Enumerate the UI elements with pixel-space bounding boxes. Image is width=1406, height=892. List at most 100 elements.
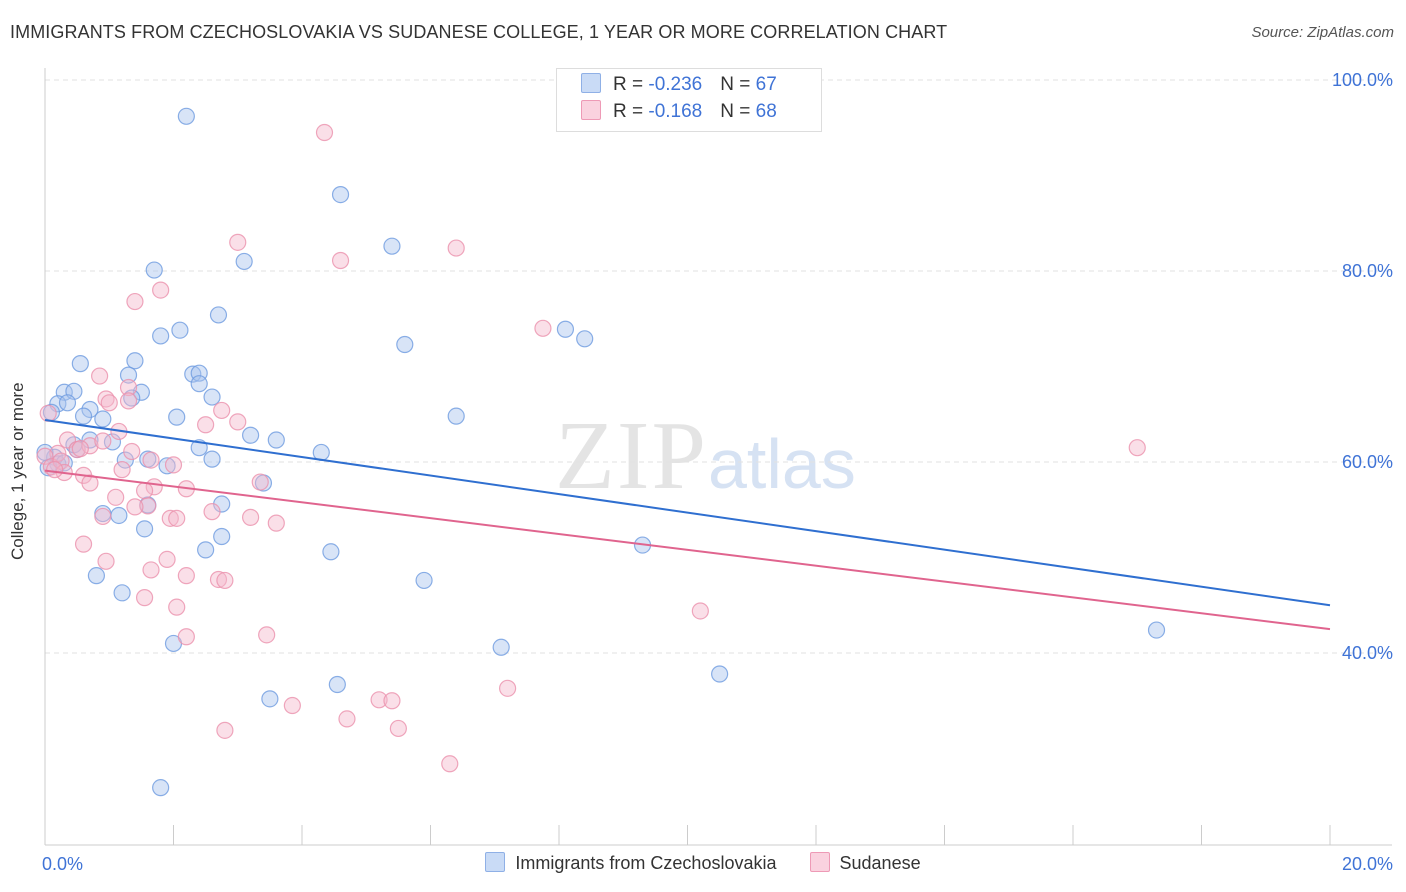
czechoslovakia-point: [197, 541, 215, 559]
sudanese-point: [283, 696, 301, 715]
sudanese-point: [251, 473, 269, 491]
sudanese-point: [315, 123, 334, 142]
source-credit: Source: ZipAtlas.com: [1251, 24, 1394, 41]
czechoslovakia-point: [152, 779, 170, 797]
x-tick-label: 0.0%: [42, 854, 83, 874]
sudanese-point: [161, 509, 179, 527]
y-tick-label: 80.0%: [1342, 261, 1393, 281]
sudanese-point: [177, 567, 195, 585]
sudanese-point: [216, 571, 234, 590]
sudanese-point: [123, 442, 141, 461]
czechoslovakia-point: [126, 352, 144, 370]
czechoslovakia-point: [556, 320, 575, 338]
sudanese-point: [441, 755, 459, 773]
series-legend-item-czechoslovakia: Immigrants from Czechoslovakia: [485, 852, 777, 874]
czechoslovakia-point: [158, 457, 176, 475]
czechoslovakia-point: [81, 431, 99, 449]
legend-r-label: R =: [613, 74, 649, 95]
watermark-zip: ZIP: [555, 402, 708, 510]
czechoslovakia-point: [209, 306, 228, 324]
czechoslovakia-point: [267, 431, 285, 449]
legend-row-sudanese: R = -0.168 N = 68: [581, 100, 777, 128]
czechoslovakia-point: [171, 321, 189, 339]
sudanese-point: [168, 598, 186, 616]
sudanese-point: [499, 679, 517, 697]
czechoslovakia-point: [383, 237, 401, 255]
legend-n-label: N =: [720, 74, 756, 95]
series-legend: Immigrants from Czechoslovakia Sudanese: [0, 852, 1406, 874]
czechoslovakia-point: [123, 389, 141, 407]
sudanese-point: [107, 488, 125, 506]
sudanese-point: [1128, 439, 1146, 457]
sudanese-point: [152, 281, 170, 299]
sudanese-point: [126, 292, 144, 311]
series-legend-swatch-czechoslovakia: [485, 852, 506, 872]
czechoslovakia-point: [242, 426, 260, 444]
czechoslovakia-point: [74, 407, 93, 425]
sudanese-point: [91, 367, 109, 385]
sudanese-point: [135, 589, 154, 607]
sudanese-point: [119, 392, 138, 410]
sudanese-point: [94, 432, 112, 450]
czechoslovakia-point: [447, 407, 465, 425]
sudanese-point: [258, 626, 276, 644]
sudanese-point: [216, 721, 234, 739]
sudanese-point: [142, 451, 160, 469]
series-legend-label: Sudanese: [839, 853, 921, 873]
legend-r-value: -0.236: [648, 74, 703, 95]
sudanese-point: [94, 507, 112, 526]
sudanese-point: [100, 394, 118, 412]
sudanese-point: [142, 561, 160, 579]
czechoslovakia-point: [331, 186, 350, 204]
sudanese-point: [197, 416, 215, 434]
legend-swatch-sudanese: [581, 100, 601, 120]
czechoslovakia-point: [87, 567, 106, 585]
watermark: ZIPatlas: [555, 400, 856, 512]
sudanese-point: [46, 461, 64, 479]
sudanese-point: [267, 514, 285, 532]
sudanese-point: [331, 251, 350, 270]
y-tick-label: 40.0%: [1342, 643, 1393, 663]
correlation-legend: R = -0.236 N = 67 R = -0.168 N = 68: [556, 68, 822, 132]
czechoslovakia-point: [119, 366, 138, 384]
czechoslovakia-point: [81, 400, 99, 419]
sudanese-point: [71, 440, 89, 458]
legend-n-label: N =: [720, 101, 756, 122]
sudanese-point: [177, 628, 195, 646]
czechoslovakia-point: [58, 394, 77, 412]
czechoslovakia-point: [213, 527, 231, 546]
sudanese-point: [447, 239, 465, 257]
czechoslovakia-point: [71, 355, 89, 373]
sudanese-point: [164, 456, 183, 474]
chart-title: IMMIGRANTS FROM CZECHOSLOVAKIA VS SUDANE…: [10, 22, 948, 42]
sudanese-point: [338, 710, 356, 728]
sudanese-point: [370, 691, 388, 709]
sudanese-point: [126, 498, 144, 516]
czechoslovakia-point: [328, 675, 346, 694]
sudanese-point: [389, 719, 407, 738]
czechoslovakia-point: [184, 365, 202, 383]
sudanese-point: [39, 404, 57, 422]
sudanese-point: [158, 550, 176, 569]
sudanese-point: [168, 509, 186, 527]
sudanese-point: [534, 319, 552, 337]
czechoslovakia-point: [132, 383, 150, 401]
czechoslovakia-point: [177, 107, 195, 125]
czechoslovakia-point: [190, 375, 208, 393]
sudanese-point: [229, 233, 247, 251]
czechoslovakia-point: [110, 506, 128, 525]
sudanese-point: [203, 503, 221, 521]
watermark-atlas: atlas: [708, 425, 856, 503]
czechoslovakia-point: [94, 410, 112, 428]
sudanese-point: [119, 378, 138, 397]
czechoslovakia-point: [261, 690, 279, 708]
sudanese-point: [113, 461, 131, 479]
czechoslovakia-point: [203, 388, 221, 406]
legend-r-label: R =: [613, 101, 649, 122]
sudanese-point: [135, 482, 154, 500]
sudanese-point: [242, 508, 260, 526]
series-legend-swatch-sudanese: [809, 852, 830, 872]
sudanese-point: [36, 447, 54, 465]
series-legend-item-sudanese: Sudanese: [809, 852, 921, 874]
